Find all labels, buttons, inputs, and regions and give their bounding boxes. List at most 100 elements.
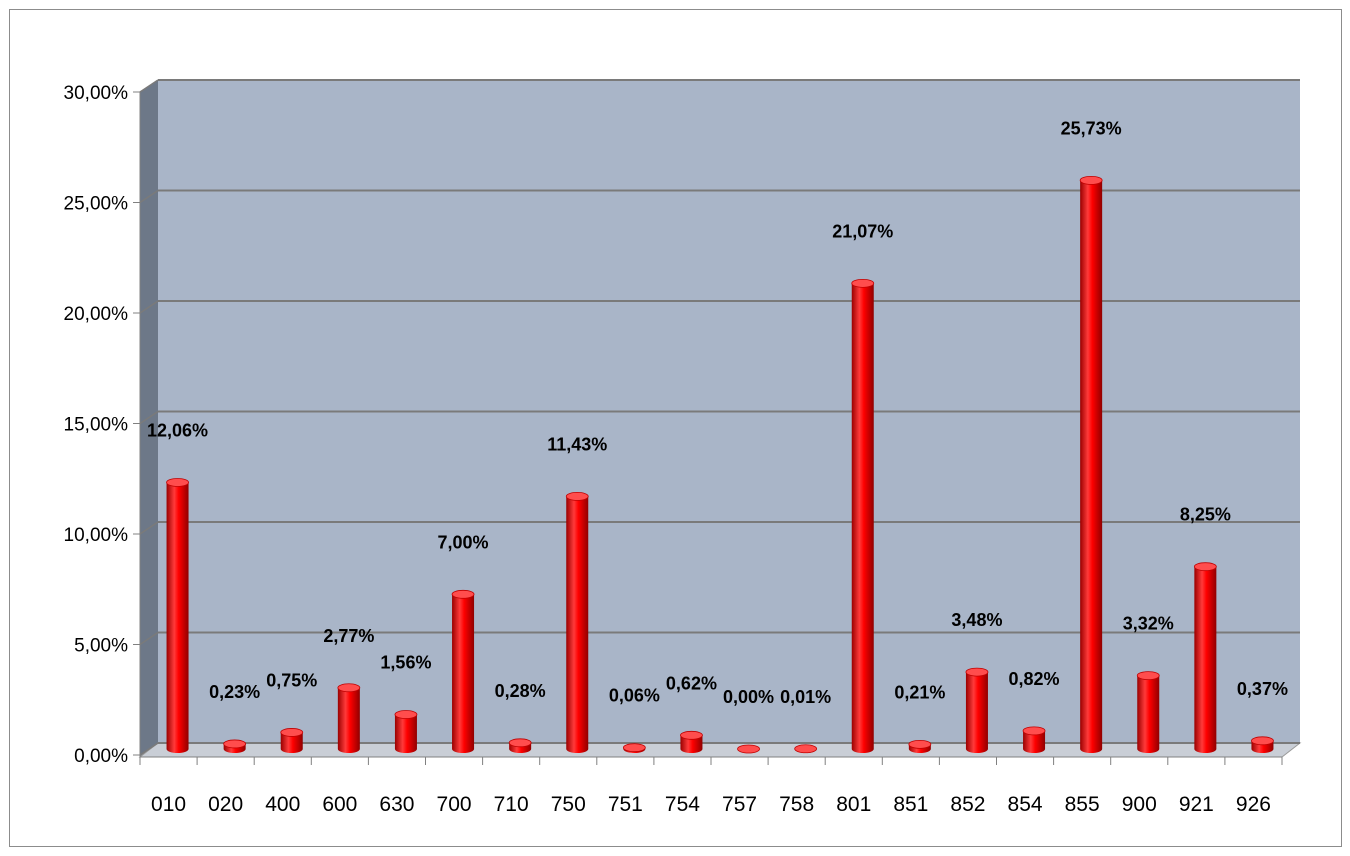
bar-body <box>452 594 475 753</box>
bar-855 <box>1079 175 1103 753</box>
x-tick-label: 750 <box>551 793 586 816</box>
data-label: 8,25% <box>1180 505 1231 525</box>
bar-801 <box>851 278 875 753</box>
bar-body <box>680 735 703 753</box>
bar-750 <box>565 491 589 753</box>
bar-body <box>223 743 246 753</box>
y-tick-label: 15,00% <box>64 415 129 436</box>
x-tick-label: 758 <box>779 793 814 816</box>
bar-754 <box>680 730 703 753</box>
bar-top <box>223 739 247 749</box>
bar-top <box>166 478 189 487</box>
y-axis-ticks: 0,00% 5,00% 10,00% 15,00% 20,00% 25,00% 30,00% <box>64 83 141 767</box>
bar-top <box>1079 175 1103 185</box>
data-label: 0,21% <box>894 682 945 702</box>
gridline-side <box>139 742 159 756</box>
gridline-side <box>139 300 159 314</box>
x-tick-label: 754 <box>665 793 700 816</box>
x-tick-label: 801 <box>836 793 871 816</box>
bar-758 <box>794 744 818 754</box>
data-label: 0,00% <box>723 687 774 707</box>
bar-600 <box>337 683 361 753</box>
data-label: 21,07% <box>832 221 893 241</box>
bar-top <box>280 728 304 737</box>
x-tick-label: 630 <box>379 793 414 816</box>
y-tick-label: 20,00% <box>64 304 129 325</box>
data-label: 0,06% <box>609 686 660 706</box>
bars <box>166 175 1274 754</box>
bar-body <box>1251 740 1274 753</box>
bar-body <box>337 687 360 753</box>
data-label: 1,56% <box>380 653 431 673</box>
side-wall <box>140 80 158 757</box>
bar-top <box>680 730 703 740</box>
bar-top <box>1136 671 1160 681</box>
gridline-side <box>139 189 159 204</box>
bar-top <box>337 683 361 693</box>
floor <box>138 742 1302 758</box>
data-labels: 12,06% 0,23% 0,75% 2,77% 1,56% 7,00% 0,28% 11,4… <box>147 118 1288 707</box>
bar-body <box>166 482 189 753</box>
bar-body <box>1137 675 1160 753</box>
x-tick-label: 921 <box>1179 793 1214 816</box>
bar-top <box>1193 562 1217 572</box>
plot-walls <box>138 80 1302 758</box>
data-label: 25,73% <box>1061 118 1122 138</box>
data-label: 0,82% <box>1009 669 1060 689</box>
bar-top <box>622 743 646 753</box>
data-label: 2,77% <box>323 626 374 646</box>
bar-top <box>1251 736 1274 746</box>
bar-body <box>280 732 303 753</box>
y-tick-label: 5,00% <box>74 636 128 657</box>
x-tick-label: 020 <box>208 793 243 816</box>
bar-757 <box>737 744 760 754</box>
bar-020 <box>223 739 247 753</box>
bar-top <box>737 744 760 754</box>
x-tick-label: 710 <box>494 793 529 816</box>
bar-top <box>965 667 989 677</box>
bar-body <box>1023 730 1046 753</box>
y-tick-label: 0,00% <box>74 746 128 767</box>
x-tick-label: 010 <box>151 793 186 816</box>
x-tick-label: 751 <box>608 793 643 816</box>
bar-body <box>1080 180 1103 753</box>
bar-body <box>566 496 589 753</box>
bar-top <box>1022 726 1046 736</box>
bar-top <box>394 710 418 719</box>
gridline-side <box>139 410 159 425</box>
bar-body <box>965 672 988 753</box>
bar-854 <box>1022 726 1046 753</box>
bar-body <box>509 742 532 753</box>
bar-010 <box>166 478 189 753</box>
gridline-side <box>139 521 159 535</box>
bar-body <box>1194 566 1217 753</box>
x-tick-label: 700 <box>437 793 472 816</box>
data-label: 0,62% <box>666 673 717 693</box>
x-tick-label: 900 <box>1122 793 1157 816</box>
bar-top <box>565 491 589 501</box>
bar-851 <box>908 739 932 753</box>
x-tick-label: 852 <box>950 793 985 816</box>
chart-frame: 0,00% 5,00% 10,00% 15,00% 20,00% 25,00% 30,00%… <box>9 9 1342 847</box>
bar-top <box>451 589 475 599</box>
bar-top <box>794 744 818 754</box>
data-label: 7,00% <box>438 532 489 552</box>
bar-751 <box>622 743 646 753</box>
x-tick-label: 851 <box>893 793 928 816</box>
bar-921 <box>1193 562 1217 753</box>
bar-top <box>851 278 875 288</box>
bar-630 <box>394 710 418 753</box>
bar-852 <box>965 667 989 753</box>
x-tick-label: 757 <box>722 793 757 816</box>
bar-700 <box>451 589 475 753</box>
data-label: 0,28% <box>495 681 546 701</box>
bar-body <box>851 283 874 753</box>
x-tick-label: 855 <box>1065 793 1100 816</box>
x-axis-labels: 010 020 400 600 630 700 710 750 751 754 757 758 801 8… <box>139 756 1283 816</box>
x-tick-label: 854 <box>1008 793 1043 816</box>
x-tick-label: 400 <box>265 793 300 816</box>
data-label: 0,37% <box>1237 679 1288 699</box>
gridline-side <box>139 79 159 93</box>
bar-body <box>394 714 417 753</box>
data-label: 0,23% <box>209 682 260 702</box>
